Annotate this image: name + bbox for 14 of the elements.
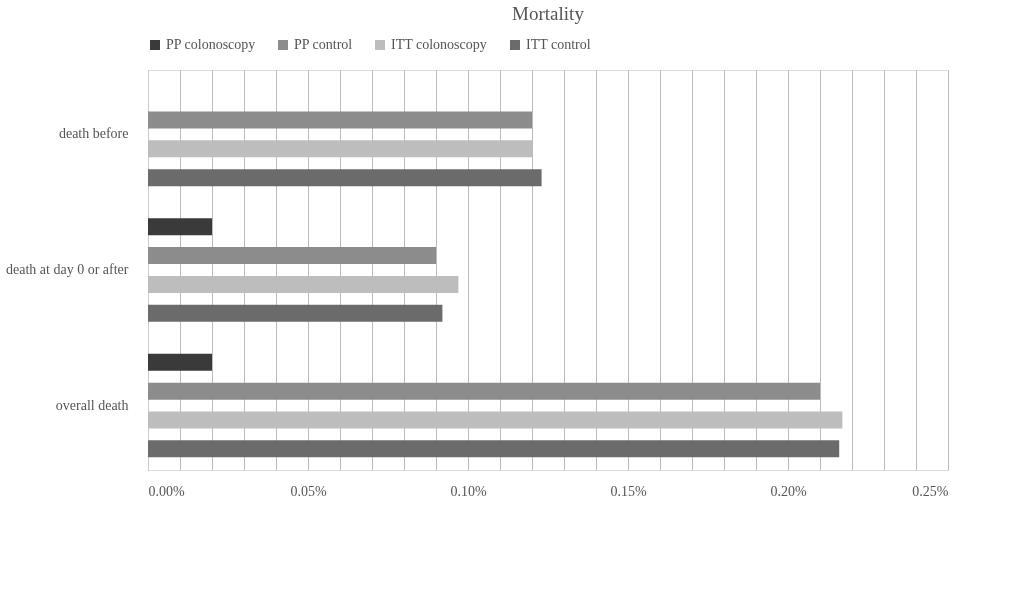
x-tick-label: 0.25% bbox=[912, 483, 949, 499]
y-tick-label: death at day 0 or after bbox=[6, 262, 129, 277]
x-tick-label: 0.10% bbox=[450, 483, 487, 499]
y-tick-label: death before bbox=[58, 126, 129, 142]
x-tick-label: 0.20% bbox=[770, 483, 807, 499]
legend-label: PP colonoscopy bbox=[166, 37, 256, 52]
x-tick-label: 0.15% bbox=[610, 483, 647, 499]
y-tick-label: overall death bbox=[55, 397, 129, 413]
legend-label: ITT colonoscopy bbox=[391, 37, 487, 52]
chart-title: Mortality bbox=[512, 3, 585, 24]
legend-label: PP control bbox=[294, 37, 353, 52]
x-tick-label: 0.05% bbox=[290, 483, 327, 499]
legend-label: ITT control bbox=[526, 37, 591, 52]
x-tick-label: 0.00% bbox=[148, 483, 185, 499]
